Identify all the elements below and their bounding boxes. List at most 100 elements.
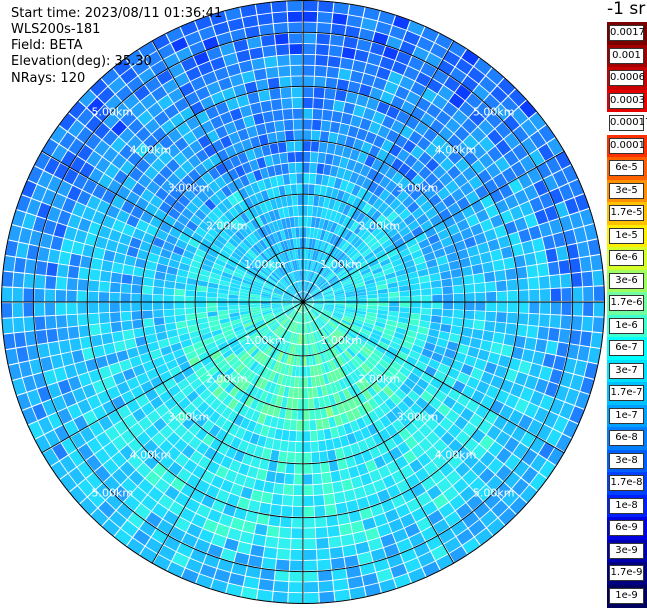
ray-gate: [291, 184, 297, 194]
ray-gate: [343, 37, 357, 49]
ray-gate: [142, 310, 152, 318]
ray-gate: [295, 464, 303, 474]
ray-gate: [493, 332, 505, 343]
ray-gate: [532, 238, 544, 252]
ray-gate: [283, 109, 293, 120]
ray-gate: [133, 267, 144, 277]
ray-gate: [332, 111, 343, 122]
ray-gate: [324, 494, 335, 505]
ray-gate: [562, 288, 572, 301]
ray-gate: [441, 279, 452, 287]
ray-gate: [303, 130, 311, 140]
ray-gate: [344, 490, 356, 502]
ray-gate: [319, 142, 328, 153]
ray-gate: [522, 349, 534, 362]
ray-gate: [362, 517, 376, 530]
ray-gate: [75, 230, 88, 244]
ray-gate: [175, 282, 186, 289]
ray-gate: [312, 463, 321, 474]
ray-gate: [563, 230, 576, 245]
ray-gate: [318, 153, 326, 164]
ray-gate: [333, 579, 348, 591]
ray-gate: [2, 287, 12, 302]
ray-gate: [461, 266, 472, 276]
ray-gate: [352, 60, 366, 72]
ray-gate: [540, 289, 550, 301]
ray-gate: [535, 339, 547, 352]
ray-gate: [360, 507, 373, 520]
ray-gate: [574, 360, 587, 376]
field-name: Field: BETA: [11, 38, 82, 54]
ray-gate: [144, 326, 155, 335]
ray-gate: [564, 358, 577, 373]
ray-gate: [88, 303, 98, 313]
ring-label: 1.00km: [320, 258, 362, 271]
ray-gate: [34, 303, 44, 316]
ray-gate: [56, 315, 67, 328]
ray-gate: [91, 258, 103, 270]
ray-gate: [303, 12, 317, 22]
ray-gate: [353, 105, 365, 117]
ray-gate: [303, 66, 315, 76]
ray-gate: [308, 206, 313, 216]
ray-gate: [307, 217, 312, 227]
ray-gate: [288, 12, 302, 22]
ray-gate: [540, 302, 550, 314]
ray-gate: [263, 46, 277, 57]
ray-gate: [250, 302, 260, 305]
ray-gate: [290, 420, 297, 430]
ray-gate: [378, 306, 388, 311]
ray-gate: [543, 354, 556, 368]
ring-label: 2.00km: [206, 372, 248, 385]
ray-gate: [326, 515, 338, 526]
ray-gate: [48, 342, 60, 356]
ray-gate: [85, 359, 98, 372]
ray-gate: [243, 15, 258, 27]
ray-gate: [582, 272, 593, 287]
ray-gate: [278, 451, 287, 462]
ray-gate: [562, 302, 572, 315]
ray-gate: [317, 163, 325, 174]
ray-gate: [14, 258, 26, 273]
ray-gate: [328, 56, 341, 67]
ray-gate: [51, 236, 64, 250]
ray-gate: [153, 295, 163, 302]
ray-gate: [432, 295, 442, 302]
ray-gate: [218, 293, 228, 298]
ray-gate: [367, 305, 377, 309]
ray-gate: [289, 582, 303, 592]
ray-gate: [505, 268, 516, 279]
ray-gate: [229, 573, 245, 586]
ray-gate: [593, 271, 604, 286]
ray-gate: [357, 299, 367, 302]
ray-gate: [121, 284, 132, 293]
ray-gate: [400, 302, 410, 307]
ray-gate: [249, 47, 263, 59]
ray-gate: [342, 479, 353, 491]
ray-gate: [539, 276, 550, 289]
ray-gate: [291, 76, 302, 86]
ray-gate: [290, 55, 302, 65]
ray-gate: [291, 409, 297, 419]
ray-gate: [582, 317, 593, 332]
ray-gate: [335, 590, 351, 602]
ray-gate: [85, 233, 98, 246]
ray-gate: [527, 326, 538, 338]
ray-gate: [497, 302, 507, 312]
ring-label: 4.00km: [435, 449, 477, 462]
ray-gate: [288, 593, 303, 603]
ray-gate: [89, 324, 100, 335]
ray-gate: [164, 302, 174, 309]
ray-gate: [297, 421, 303, 431]
ray-gate: [259, 579, 274, 591]
ray-gate: [486, 302, 496, 311]
ray-gate: [347, 15, 362, 27]
ray-gate: [270, 505, 281, 516]
ray-gate: [362, 74, 376, 87]
ray-gate: [493, 260, 505, 271]
ray-gate: [264, 56, 277, 67]
ray-gate: [38, 247, 50, 261]
ray-gate: [485, 312, 496, 322]
ray-gate: [529, 363, 542, 377]
ray-gate: [346, 299, 356, 302]
